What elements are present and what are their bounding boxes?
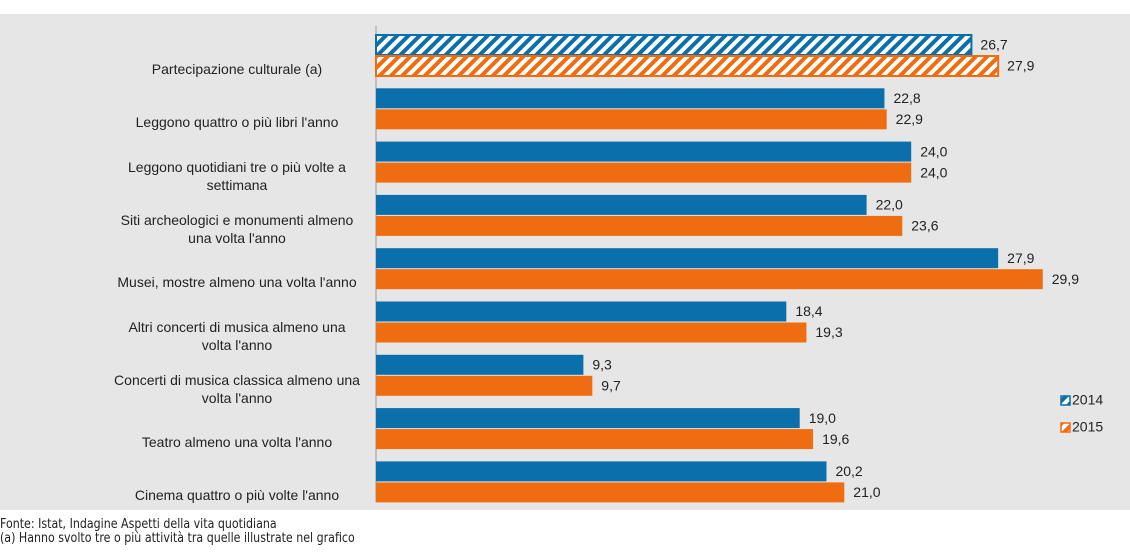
value-label: 19,3 (815, 324, 842, 340)
value-label: 9,7 (601, 378, 621, 394)
bar (376, 322, 807, 343)
value-label: 29,9 (1052, 271, 1079, 287)
value-label: 23,6 (911, 218, 938, 234)
bar (376, 482, 845, 503)
bar (375, 34, 973, 56)
legend-swatch (1060, 422, 1071, 433)
bar (376, 269, 1043, 290)
legend-swatch (1060, 395, 1071, 406)
bar (376, 248, 999, 269)
category-label: Leggono quattro o più libri l'anno (135, 114, 339, 131)
bar (376, 109, 887, 130)
value-label: 22,0 (876, 197, 903, 213)
legend-label: 2015 (1072, 419, 1103, 435)
source-note: Fonte: Istat, Indagine Aspetti della vit… (0, 517, 277, 532)
value-label: 24,0 (920, 143, 947, 159)
legend-label: 2014 (1072, 392, 1103, 408)
value-label: 9,3 (592, 357, 612, 373)
bar (376, 461, 827, 482)
bar (376, 429, 814, 450)
value-label: 22,9 (896, 111, 923, 127)
category-label: Siti archeologici e monumenti almeno una… (120, 211, 354, 246)
bar (375, 55, 1000, 77)
category-label: Cinema quattro o più volte l'anno (134, 487, 340, 504)
value-label: 27,9 (1007, 58, 1034, 74)
bar (376, 162, 912, 183)
bar (376, 301, 787, 322)
value-label: 21,0 (853, 484, 880, 500)
category-label: Concerti di musica classica almeno una v… (114, 371, 360, 406)
bar (376, 408, 800, 429)
bar (376, 194, 867, 215)
bar (376, 375, 593, 396)
footnote: (a) Hanno svolto tre o più attività tra … (0, 531, 355, 546)
value-label: 19,0 (809, 410, 836, 426)
value-label: 22,8 (893, 90, 920, 106)
value-label: 20,2 (835, 463, 862, 479)
value-label: 19,6 (822, 431, 849, 447)
value-label: 24,0 (920, 164, 947, 180)
category-label: Partecipazione culturale (a) (151, 61, 323, 77)
bar (376, 88, 885, 109)
value-label: 18,4 (795, 303, 822, 319)
category-label: Musei, mostre almeno una volta l'anno (117, 274, 357, 291)
category-label: Teatro almeno una volta l'anno (141, 434, 333, 451)
bar (376, 215, 903, 236)
bar (376, 354, 584, 375)
category-label: Altri concerti di musica almeno una volt… (128, 318, 346, 353)
value-label: 26,7 (980, 37, 1007, 53)
value-label: 27,9 (1007, 250, 1034, 266)
bar (376, 141, 912, 162)
category-label: Leggono quotidiani tre o più volte a set… (128, 158, 346, 193)
